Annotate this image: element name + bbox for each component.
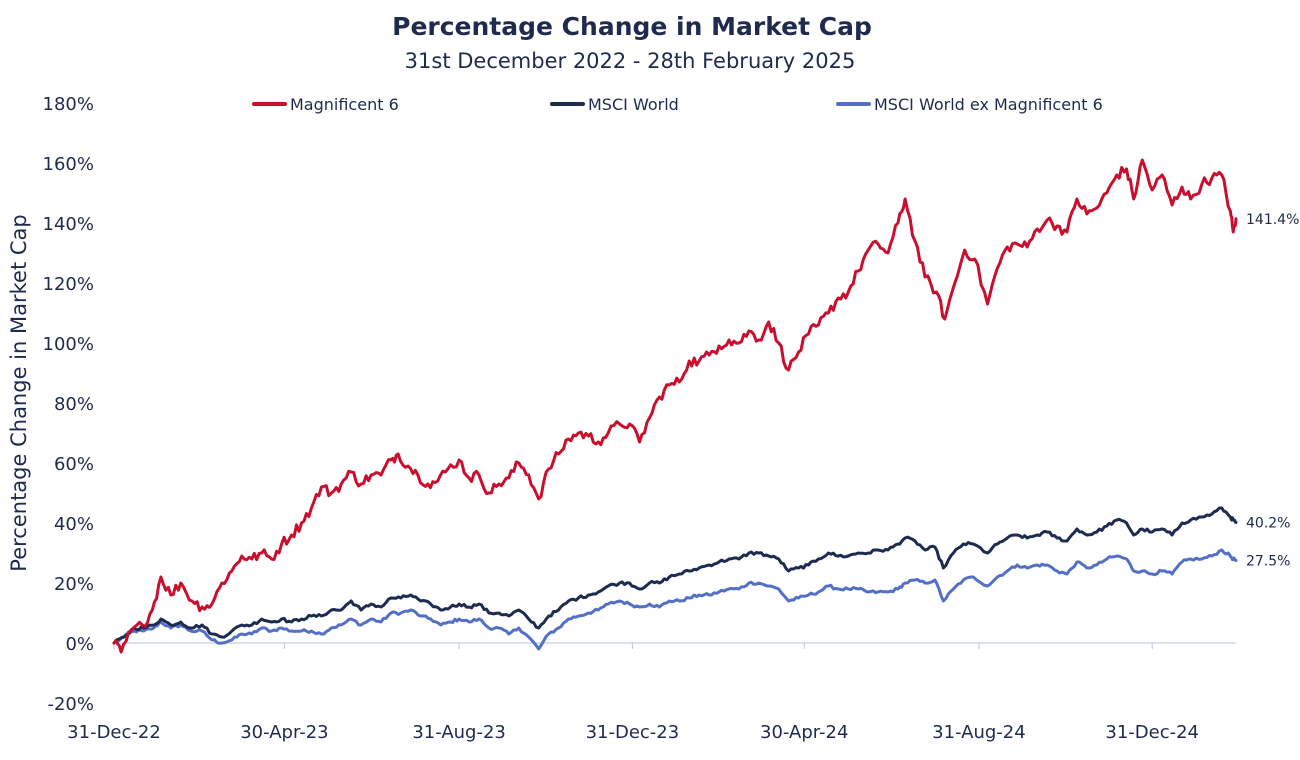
end-labels: 27.5% 40.2% 141.4% bbox=[1246, 212, 1299, 570]
y-axis: -20% 0% 20% 40% 60% 80% 100% 120% 140% 160% 180% bbox=[43, 94, 94, 715]
y-tick-label: 0% bbox=[65, 634, 94, 655]
y-tick-label: 180% bbox=[43, 94, 94, 115]
legend: Magnificent 6 MSCI World MSCI World ex Mag… bbox=[252, 95, 1103, 114]
legend-entry: MSCI World ex Magnificent 6 bbox=[874, 95, 1103, 114]
end-value-label: 141.4% bbox=[1246, 212, 1299, 228]
x-axis: 31-Dec-22 30-Apr-23 31-Aug-23 31-Dec-23 30-A… bbox=[67, 642, 1236, 743]
y-tick-label: 140% bbox=[43, 214, 94, 235]
series-line bbox=[112, 506, 1238, 645]
chart-title: Percentage Change in Market Cap bbox=[392, 12, 872, 41]
legend-entry: MSCI World bbox=[588, 95, 679, 114]
y-tick-label: 100% bbox=[43, 334, 94, 355]
x-tick-label: 30-Apr-24 bbox=[760, 722, 848, 743]
y-tick-label: 120% bbox=[43, 274, 94, 295]
y-tick-label: 20% bbox=[54, 574, 94, 595]
end-value-label: 40.2% bbox=[1246, 515, 1290, 531]
x-tick-label: 31-Dec-23 bbox=[586, 722, 680, 743]
x-tick-label: 31-Aug-24 bbox=[932, 722, 1026, 743]
y-tick-label: 80% bbox=[54, 394, 94, 415]
end-value-label: 27.5% bbox=[1246, 554, 1290, 570]
series-lines bbox=[112, 158, 1238, 654]
x-tick-label: 31-Aug-23 bbox=[412, 722, 506, 743]
y-tick-label: 40% bbox=[54, 514, 94, 535]
legend-entry: Magnificent 6 bbox=[290, 95, 399, 114]
x-tick-label: 31-Dec-24 bbox=[1105, 722, 1199, 743]
y-tick-label: -20% bbox=[47, 694, 94, 715]
chart-subtitle: 31st December 2022 - 28th February 2025 bbox=[405, 49, 856, 73]
y-axis-label: Percentage Change in Market Cap bbox=[7, 214, 31, 571]
series-line bbox=[112, 548, 1238, 651]
series-line bbox=[112, 158, 1238, 654]
x-tick-label: 30-Apr-23 bbox=[240, 722, 328, 743]
y-tick-label: 60% bbox=[54, 454, 94, 475]
x-tick-label: 31-Dec-22 bbox=[67, 722, 161, 743]
y-tick-label: 160% bbox=[43, 154, 94, 175]
